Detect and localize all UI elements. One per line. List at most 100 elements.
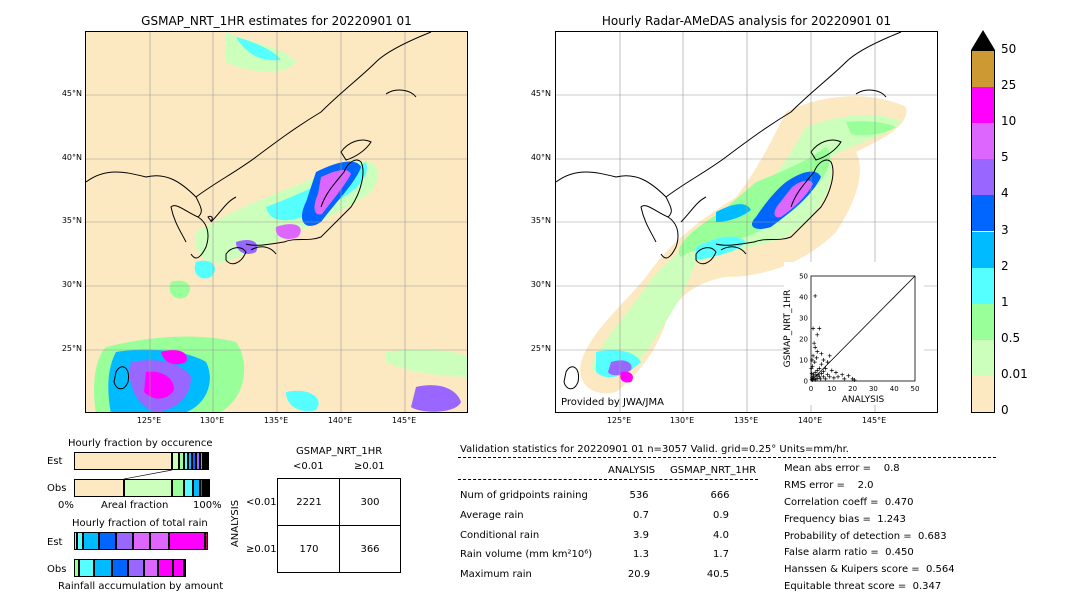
bar-segment	[79, 559, 95, 577]
score-ets: Equitable threat score = 0.347	[784, 581, 942, 592]
occurrence-xtick-right: 100%	[193, 500, 222, 511]
scatter-xtick-label: 10	[827, 385, 836, 393]
right-map-canvas	[556, 32, 937, 412]
contingency-col-ge: ≥0.01	[354, 461, 385, 472]
scatter-point	[840, 372, 845, 377]
colorbar-tick-label: 10	[1001, 114, 1017, 129]
contingency-side-label: ANALYSIS	[230, 499, 242, 548]
scatter-point	[817, 326, 822, 331]
occurrence-xtick-left: 0%	[58, 500, 74, 511]
occurrence-est-label: Est	[47, 456, 63, 467]
right-lat-45: 45°N	[530, 89, 551, 98]
scatter-point	[819, 351, 824, 356]
bar-segment	[195, 452, 200, 470]
scatter-point	[821, 369, 826, 374]
scatter-plot: 00 10 10 20 20 30 30 40 40 50 50 ANALYSIS GSMAP_NRT_…	[783, 273, 920, 406]
colorbar-tick-label: 50	[1001, 42, 1017, 56]
bar-segment	[191, 452, 196, 470]
scatter-xtick-label: 50	[911, 385, 920, 393]
scatter-ytick-label: 20	[799, 336, 808, 344]
bar-segment	[171, 479, 184, 497]
contingency-cell-c: 170	[299, 544, 319, 555]
row-label-volume: Rain volume (mm km²10⁶)	[460, 549, 593, 560]
scatter-point	[829, 368, 834, 373]
bar-segment	[178, 452, 184, 470]
contingency-col-lt: <0.01	[293, 461, 324, 472]
bar-segment	[199, 452, 203, 470]
colorbar-segment	[972, 375, 994, 412]
right-grid	[556, 32, 937, 412]
colorbar-segment	[972, 159, 994, 196]
contingency-row-lt: <0.01	[246, 497, 277, 508]
scatter-point	[814, 355, 819, 360]
bar-segment	[202, 452, 206, 470]
bar-segment	[74, 479, 124, 497]
row-label-average: Average rain	[460, 510, 524, 521]
left-lon-135: 135°E	[263, 416, 289, 425]
colorbar-tick-label: 5	[1001, 150, 1009, 165]
right-lon-135: 135°E	[733, 416, 759, 425]
scatter-point	[817, 374, 822, 379]
right-lat-40: 40°N	[530, 153, 551, 162]
bar-segment	[111, 559, 128, 577]
scatter-diagonal	[810, 275, 916, 382]
row-label-conditional: Conditional rain	[460, 530, 540, 541]
row-label-gridpoints: Num of gridpoints raining	[460, 490, 588, 501]
bar-segment	[74, 559, 80, 577]
left-lon-145: 145°E	[391, 416, 417, 425]
colorbar-tick-label: 0.5	[1001, 330, 1021, 345]
score-rmse: RMS error = 2.0	[784, 480, 874, 491]
scatter-point	[815, 349, 820, 354]
bar-segment	[199, 479, 203, 497]
scatter-point	[810, 364, 815, 369]
row-a-gridpoints: 536	[629, 490, 649, 501]
right-lat-25: 25°N	[530, 344, 551, 353]
bar-segment	[193, 479, 200, 497]
colorbar-segment	[972, 339, 994, 376]
bar-segment	[143, 559, 159, 577]
totalrain-est-bar	[74, 532, 208, 550]
left-map-title: GSMAP_NRT_1HR estimates for 20220901 01	[141, 14, 412, 28]
left-lon-140: 140°E	[327, 416, 353, 425]
left-map	[85, 31, 468, 413]
bar-segment	[74, 532, 77, 550]
occurrence-est-bar	[74, 452, 209, 470]
left-lon-130: 130°E	[199, 416, 225, 425]
scatter-ytick-label: 30	[799, 315, 808, 323]
scatter-xtick-label: 40	[890, 385, 899, 393]
bar-segment	[205, 532, 208, 550]
bar-segment	[202, 479, 206, 497]
scatter-point	[811, 326, 816, 331]
row-a-maximum: 20.9	[627, 569, 651, 580]
bar-segment	[99, 532, 116, 550]
contingency-top-label: GSMAP_NRT_1HR	[296, 446, 383, 457]
scatter-point	[823, 366, 828, 371]
scatter-xtick-label: 20	[848, 385, 857, 393]
scatter-point	[833, 370, 838, 375]
scatter-point	[815, 368, 820, 373]
scatter-point	[827, 374, 832, 379]
colorbar-segment	[972, 195, 994, 232]
scatter-point	[817, 366, 822, 371]
row-g-volume: 1.7	[713, 549, 729, 560]
totalrain-title: Hourly fraction of total rain	[72, 518, 208, 529]
scatter-point	[811, 353, 816, 358]
scatter-point	[809, 371, 814, 376]
left-rain-field	[94, 32, 467, 412]
scatter-point	[836, 374, 841, 379]
colorbar-segment	[972, 303, 994, 340]
scatter-ylabel: GSMAP_NRT_1HR	[783, 290, 793, 368]
bar-segment	[169, 532, 206, 550]
colorbar-segment	[972, 51, 994, 88]
validation-header: Validation statistics for 20220901 01 n=…	[460, 444, 849, 455]
left-lon-125: 125°E	[136, 416, 162, 425]
occurrence-xlabel: Areal fraction	[101, 500, 169, 511]
scatter-point	[809, 366, 814, 371]
scatter-point	[827, 353, 832, 358]
score-pod: Probability of detection = 0.683	[784, 531, 947, 542]
row-g-gridpoints: 666	[710, 490, 730, 501]
right-lon-125: 125°E	[606, 416, 632, 425]
scatter-point	[813, 370, 818, 375]
totalrain-xlabel: Rainfall accumulation by amount	[58, 581, 224, 592]
bar-segment	[206, 452, 209, 470]
